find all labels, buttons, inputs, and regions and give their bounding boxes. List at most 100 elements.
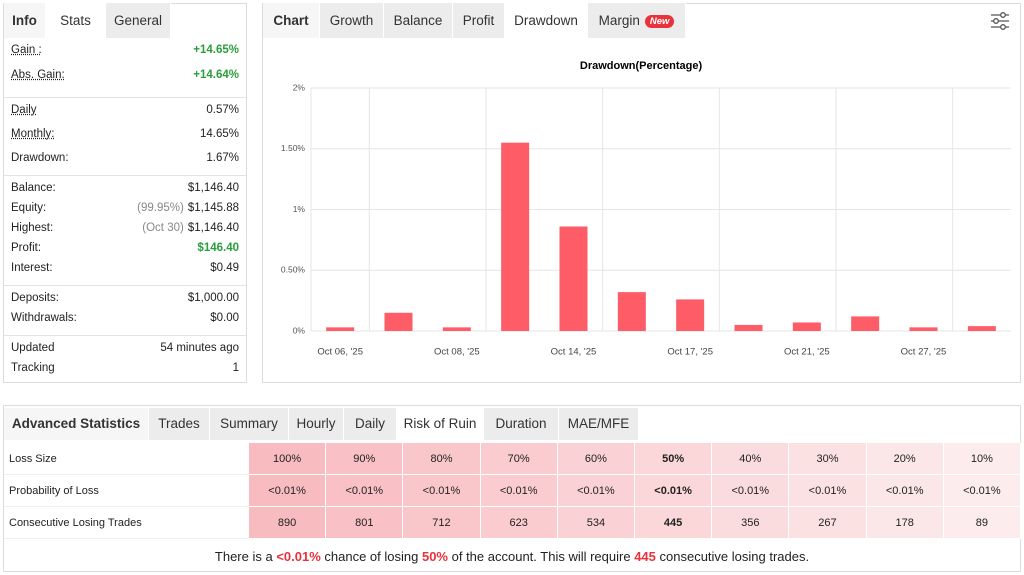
row-label: Probability of Loss [4,475,249,507]
stat-label: Profit: [11,242,42,254]
table-cell: 10% [943,443,1021,475]
table-cell: <0.01% [326,475,404,507]
stat-value-text: $0.00 [210,312,239,324]
stat-value-text: $0.49 [210,262,239,274]
stat-label: Gain : [11,44,42,56]
stat-note: (99.95%) [137,202,184,214]
stat-value: 14.65% [200,128,239,140]
chart-tab[interactable]: Balance [384,3,453,38]
stat-value-text: +14.64% [193,69,239,81]
separator [4,175,246,176]
bar [326,327,355,331]
row-label: Consecutive Losing Trades [4,507,249,539]
table-cell: 80% [403,443,481,475]
stat-value-text: +14.65% [193,44,239,56]
stat-value: (Oct 30) $1,146.40 [142,222,239,234]
y-tick-label: 0.50% [281,265,306,275]
stats-tab[interactable]: Info [4,3,46,38]
table-cell: 20% [866,443,944,475]
table-cell: 90% [326,443,404,475]
bar [909,327,938,331]
stat-label: Withdrawals: [11,312,77,324]
advanced-tab[interactable]: Trades [149,408,210,440]
advanced-tab[interactable]: Summary [210,408,289,440]
stat-value: 1.67% [206,152,239,164]
table-cell: <0.01% [866,475,944,507]
stat-value: $1,146.40 [188,182,239,194]
table-cell: 40% [712,443,790,475]
stats-tab[interactable]: General [106,3,171,38]
stat-label: Updated [11,342,55,354]
table-cell: <0.01% [789,475,867,507]
chart-tab[interactable]: Drawdown [505,3,588,38]
advanced-tab[interactable]: Advanced Statistics [4,408,149,440]
stat-value-text: $1,000.00 [187,292,239,304]
chart-tab[interactable]: Chart [263,3,320,38]
table-cell: <0.01% [480,475,558,507]
chart-tab-label: Margin [598,13,640,28]
table-cell: 801 [326,507,404,539]
y-tick-label: 1% [293,204,306,214]
chart-tab-label: Growth [329,13,374,28]
stat-value-text: $1,146.40 [187,182,239,194]
chart-tab[interactable]: Margin New [588,3,686,38]
chart-tab-label: Drawdown [514,13,578,28]
stat-label: Abs. Gain: [11,69,65,81]
summary: There is a <0.01% chance of losing 50% o… [0,549,1024,564]
stat-value-text: 0.57% [206,104,239,116]
summary-part: chance of losing [320,549,422,564]
stat-value-text: $1,146.40 [187,222,239,234]
chart-tab[interactable]: Growth [320,3,384,38]
stat-value: 1 [233,362,239,374]
bar [851,316,880,331]
x-tick-label: Oct 17, '25 [667,347,713,358]
chart-tab[interactable]: Profit [453,3,505,38]
chart-tab-label: Profit [462,13,495,28]
separator [4,335,246,336]
advanced-tab[interactable]: Daily [344,408,397,440]
advanced-tab[interactable]: Hourly [289,408,344,440]
table-cell: 356 [712,507,790,539]
bar [501,142,530,331]
settings-icon[interactable] [988,10,1012,32]
x-tick-label: Oct 14, '25 [551,347,597,358]
bar [384,312,413,331]
advanced-tab[interactable]: Duration [484,408,559,440]
stat-value: +14.65% [193,44,239,56]
table-cell: 623 [480,507,558,539]
chart-tab-label: Balance [393,13,443,28]
stat-value: $146.40 [197,242,239,254]
advanced-tab[interactable]: MAE/MFE [559,408,639,440]
stat-value-text: 1.67% [206,152,239,164]
stats-panel [3,3,247,383]
stats-tab[interactable]: Stats [46,3,106,38]
table-cell: 30% [789,443,867,475]
table-cell: 50% [635,443,713,475]
bar [792,322,821,331]
stat-label: Equity: [11,202,47,214]
table-cell: <0.01% [943,475,1021,507]
stat-value: 54 minutes ago [160,342,239,354]
stat-label: Tracking [11,362,55,374]
summary-part: 50% [421,549,448,564]
summary-part: 445 [634,549,656,564]
table-cell: <0.01% [712,475,790,507]
stat-value: $0.00 [210,312,239,324]
table-cell: <0.01% [403,475,481,507]
table-cell: <0.01% [635,475,713,507]
new-badge: New [644,15,675,28]
stat-value-text: $1,145.88 [187,202,239,214]
table-cell: 445 [635,507,713,539]
stat-label: Deposits: [11,292,59,304]
stat-label: Drawdown: [11,152,69,164]
advanced-tab[interactable]: Risk of Ruin [397,408,484,440]
summary-part: There is a [214,549,277,564]
summary-part: consecutive losing trades. [655,549,810,564]
x-tick-label: Oct 21, '25 [784,347,830,358]
stat-value-text: $146.40 [197,242,239,254]
stat-value: 0.57% [206,104,239,116]
table-cell: <0.01% [557,475,635,507]
stat-value-text: 1 [232,362,239,374]
y-tick-label: 2% [293,82,306,92]
